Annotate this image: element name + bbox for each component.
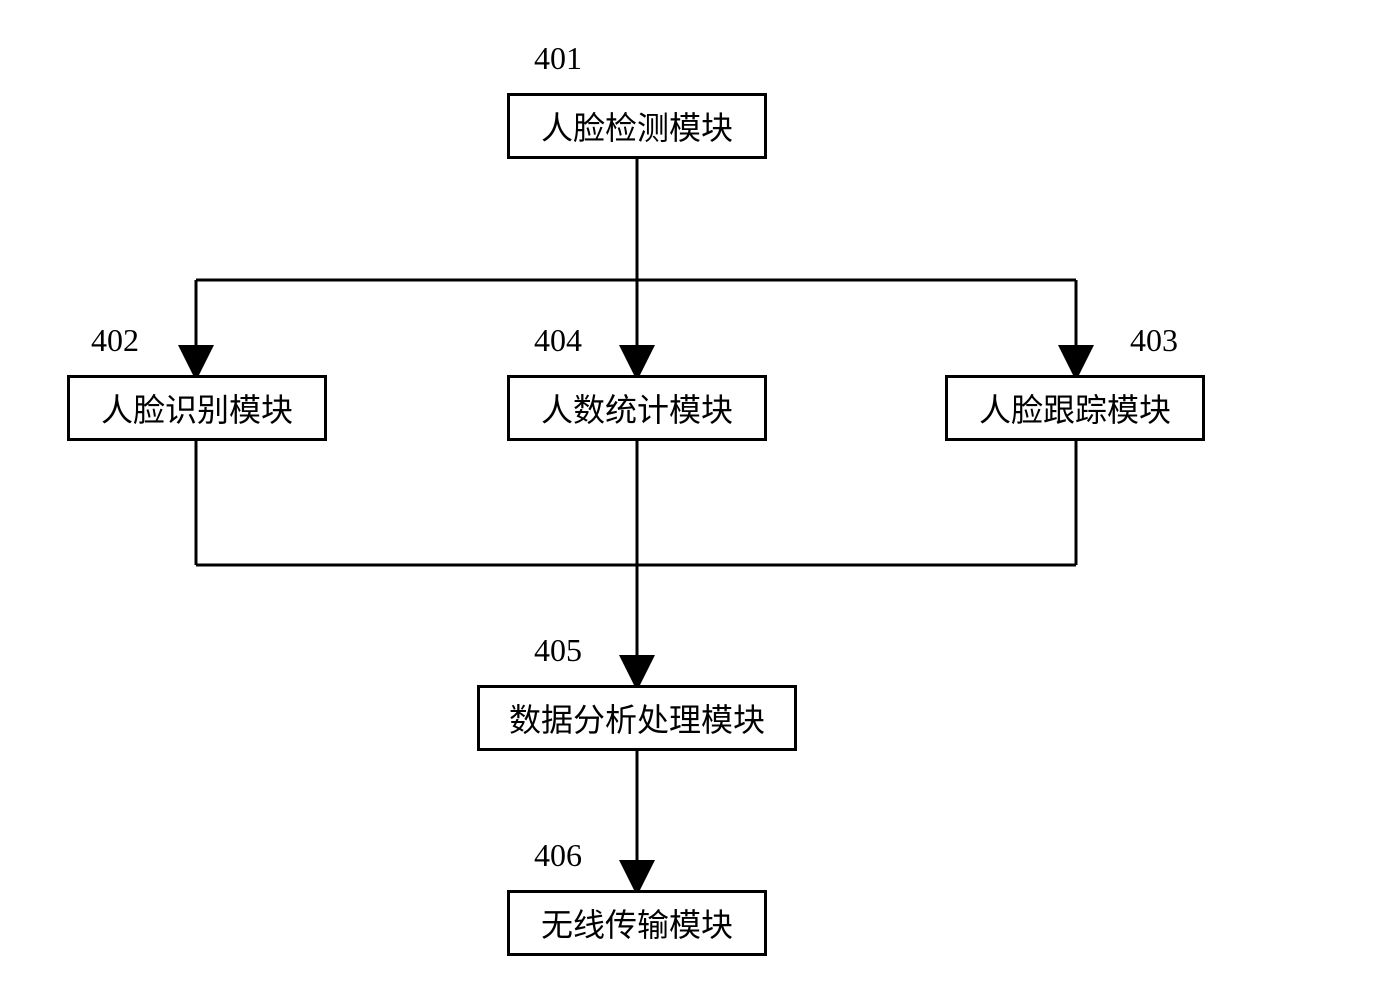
node-face-recognition: 人脸识别模块 [67, 375, 327, 441]
ref-406: 406 [534, 837, 582, 874]
node-face-tracking: 人脸跟踪模块 [945, 375, 1205, 441]
ref-402: 402 [91, 322, 139, 359]
ref-404: 404 [534, 322, 582, 359]
node-label: 数据分析处理模块 [509, 695, 765, 741]
ref-403: 403 [1130, 322, 1178, 359]
node-label: 人脸检测模块 [541, 103, 733, 149]
node-label: 无线传输模块 [541, 900, 733, 946]
node-label: 人脸跟踪模块 [979, 385, 1171, 431]
node-label: 人脸识别模块 [101, 385, 293, 431]
node-data-analysis: 数据分析处理模块 [477, 685, 797, 751]
ref-401: 401 [534, 40, 582, 77]
node-label: 人数统计模块 [541, 385, 733, 431]
ref-405: 405 [534, 632, 582, 669]
node-face-detection: 人脸检测模块 [507, 93, 767, 159]
node-wireless-transmission: 无线传输模块 [507, 890, 767, 956]
node-people-count: 人数统计模块 [507, 375, 767, 441]
